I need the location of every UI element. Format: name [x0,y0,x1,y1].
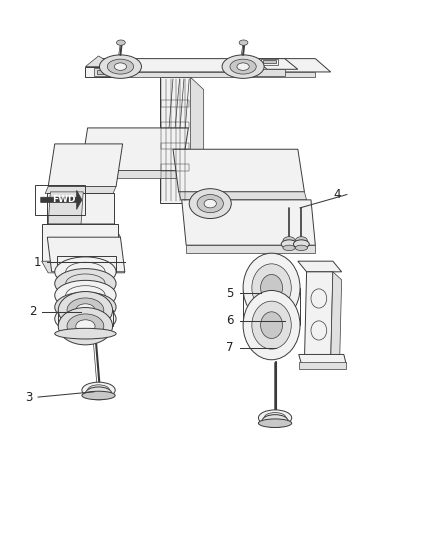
Ellipse shape [82,391,115,400]
Text: FWD: FWD [52,196,75,204]
Ellipse shape [55,292,116,322]
Ellipse shape [88,385,110,395]
Ellipse shape [114,63,127,70]
Text: 5: 5 [226,287,233,300]
Polygon shape [299,354,346,364]
Polygon shape [47,224,120,237]
Text: 3: 3 [25,391,32,403]
Polygon shape [47,193,114,224]
Ellipse shape [55,269,116,298]
Polygon shape [261,59,278,65]
Polygon shape [94,68,110,76]
Ellipse shape [252,264,291,312]
Ellipse shape [99,55,141,78]
Text: 6: 6 [226,314,234,327]
Polygon shape [299,362,346,369]
Polygon shape [42,224,118,261]
Ellipse shape [262,415,288,427]
Ellipse shape [243,290,300,360]
Polygon shape [254,69,285,76]
Polygon shape [101,72,315,77]
Polygon shape [191,77,204,215]
Polygon shape [331,272,342,369]
Ellipse shape [243,253,300,322]
Polygon shape [298,261,342,272]
Polygon shape [77,171,182,179]
Ellipse shape [117,40,125,45]
Ellipse shape [295,245,307,251]
Ellipse shape [222,55,264,78]
Ellipse shape [76,320,95,333]
Polygon shape [47,237,125,272]
Ellipse shape [293,240,309,248]
Ellipse shape [85,387,112,400]
Polygon shape [173,149,304,192]
Polygon shape [263,60,276,63]
Ellipse shape [261,312,283,338]
Polygon shape [182,200,315,245]
Ellipse shape [58,292,113,329]
Polygon shape [81,128,188,171]
Polygon shape [160,77,191,203]
Ellipse shape [76,304,95,317]
Text: 2: 2 [29,305,37,318]
Polygon shape [304,272,333,362]
Ellipse shape [230,59,256,74]
Text: 1: 1 [33,256,41,269]
Ellipse shape [239,40,248,45]
Ellipse shape [283,245,295,251]
Polygon shape [41,190,82,209]
Polygon shape [45,187,116,193]
Polygon shape [42,261,125,273]
Ellipse shape [107,59,134,74]
Polygon shape [254,59,298,69]
Ellipse shape [189,189,231,219]
Ellipse shape [55,304,116,334]
Polygon shape [85,67,116,77]
Polygon shape [97,70,106,74]
Ellipse shape [281,240,297,248]
Ellipse shape [261,274,283,301]
Ellipse shape [55,257,116,287]
Polygon shape [179,192,307,200]
Ellipse shape [258,419,292,427]
Ellipse shape [58,308,113,345]
Polygon shape [186,245,315,253]
Polygon shape [48,192,83,224]
Ellipse shape [197,195,223,213]
Ellipse shape [55,328,116,339]
Ellipse shape [82,382,115,398]
Text: 7: 7 [226,341,234,354]
Polygon shape [101,59,331,72]
Ellipse shape [204,199,216,208]
Ellipse shape [252,301,291,349]
Ellipse shape [55,280,116,310]
Text: 4: 4 [333,188,341,201]
Polygon shape [85,56,116,67]
Ellipse shape [295,237,307,245]
Ellipse shape [67,298,104,322]
Ellipse shape [237,63,249,70]
Polygon shape [101,59,116,77]
Polygon shape [57,256,116,272]
Ellipse shape [264,413,286,423]
Polygon shape [48,144,123,187]
Ellipse shape [258,410,292,426]
Ellipse shape [67,314,104,338]
Ellipse shape [283,237,295,245]
